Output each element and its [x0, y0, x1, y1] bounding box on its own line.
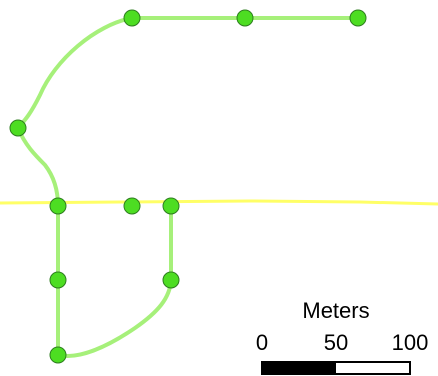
network-node[interactable] — [349, 9, 367, 27]
network-node[interactable] — [162, 271, 180, 289]
scale-bar-title: Meters — [302, 298, 369, 323]
scale-bar-tick-label-100: 100 — [392, 330, 429, 355]
network-node[interactable] — [49, 346, 67, 364]
network-node[interactable] — [162, 197, 180, 215]
network-node[interactable] — [123, 9, 141, 27]
network-line-bottom — [56, 278, 173, 358]
scale-bar-tick-label-0: 0 — [256, 330, 268, 355]
scale-bar-tick-label-50: 50 — [324, 330, 348, 355]
scale-bar: Meters 0 50 100 — [256, 298, 429, 375]
network-nodes — [9, 9, 367, 364]
network-node[interactable] — [123, 197, 141, 215]
network-node[interactable] — [49, 197, 67, 215]
network-node[interactable] — [9, 119, 27, 137]
network-line-curve — [16, 16, 134, 130]
road-line — [0, 199, 438, 206]
network-node[interactable] — [49, 271, 67, 289]
network-line-left-upper — [16, 126, 60, 208]
network-node[interactable] — [236, 9, 254, 27]
scale-bar-filled-segment — [262, 362, 336, 374]
